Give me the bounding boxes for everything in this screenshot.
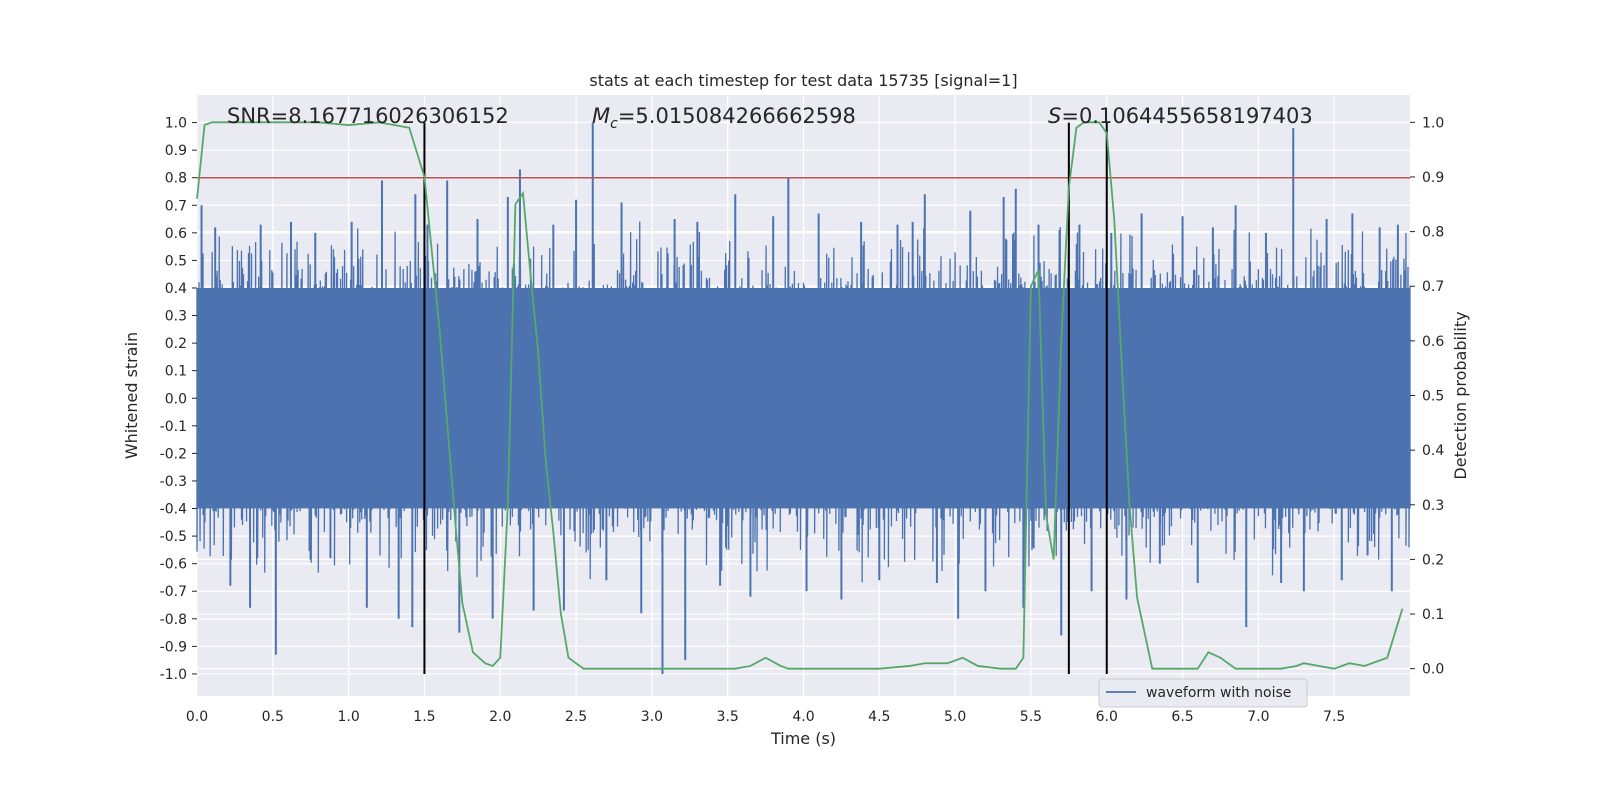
y2-tick-label: 0.2 xyxy=(1422,552,1444,568)
x-tick-label: 1.0 xyxy=(337,709,359,725)
x-tick-label: 3.5 xyxy=(717,709,739,725)
y2-tick-label: 0.1 xyxy=(1422,607,1444,623)
right-y-axis-label: Detection probability xyxy=(1451,311,1470,479)
x-tick-label: 2.0 xyxy=(489,709,511,725)
s-annotation: S=0.1064455658197403 xyxy=(1048,104,1313,128)
x-tick-label: 6.5 xyxy=(1171,709,1193,725)
y-axis-label: Whitened strain xyxy=(122,332,141,459)
mc-symbol: M xyxy=(592,104,610,128)
overlay-lines xyxy=(197,122,1410,674)
s-value: =0.1064455658197403 xyxy=(1061,104,1312,128)
x-tick-label: 6.0 xyxy=(1096,709,1118,725)
y-tick-label: 0.9 xyxy=(165,143,187,159)
y2-tick-label: 0.0 xyxy=(1422,662,1444,678)
y-tick-label: 0.6 xyxy=(165,226,187,242)
y-tick-label: 0.7 xyxy=(165,198,187,214)
y-tick-label: -0.8 xyxy=(160,612,187,628)
legend: waveform with noise xyxy=(1098,678,1308,708)
x-tick-label: 7.5 xyxy=(1323,709,1345,725)
x-axis-label: Time (s) xyxy=(770,729,836,748)
y-tick-label: -0.2 xyxy=(160,446,187,462)
mc-subscript: c xyxy=(610,116,618,132)
y-tick-label: 0.2 xyxy=(165,336,187,352)
y2-tick-label: 0.6 xyxy=(1422,334,1444,350)
y2-tick-label: 0.7 xyxy=(1422,279,1444,295)
x-tick-label: 1.5 xyxy=(413,709,435,725)
x-tick-label: 0.5 xyxy=(262,709,284,725)
y-tick-label: 0.5 xyxy=(165,253,187,269)
y-tick-label: 0.1 xyxy=(165,364,187,380)
chirp-mass-annotation: Mc=5.015084266662598 xyxy=(592,104,856,132)
y-tick-label: -1.0 xyxy=(160,667,187,683)
y-tick-label: -0.7 xyxy=(160,584,187,600)
x-tick-label: 0.0 xyxy=(186,709,208,725)
y-tick-label: -0.4 xyxy=(160,502,187,518)
y-tick-label: 0.3 xyxy=(165,309,187,325)
probability-line xyxy=(196,121,1404,670)
probability-series xyxy=(196,121,1404,670)
y-tick-label: -0.5 xyxy=(160,529,187,545)
waveform-core xyxy=(197,296,1410,500)
x-tick-label: 7.0 xyxy=(1247,709,1269,725)
y-tick-label: 0.4 xyxy=(165,281,187,297)
y-tick-label: -0.1 xyxy=(160,419,187,435)
y2-tick-label: 0.9 xyxy=(1422,170,1444,186)
y-tick-label: -0.3 xyxy=(160,474,187,490)
waveform-series xyxy=(196,122,1411,674)
snr-annotation: SNR=8.167716026306152 xyxy=(227,104,509,128)
y2-tick-label: 0.5 xyxy=(1422,389,1444,405)
legend-box xyxy=(1098,678,1308,708)
x-tick-label: 4.0 xyxy=(792,709,814,725)
x-tick-label: 2.5 xyxy=(565,709,587,725)
y2-tick-label: 0.8 xyxy=(1422,225,1444,241)
x-tick-label: 5.5 xyxy=(1020,709,1042,725)
x-tick-label: 3.0 xyxy=(641,709,663,725)
legend-label: waveform with noise xyxy=(1146,685,1291,701)
x-tick-label: 4.5 xyxy=(868,709,890,725)
chart-title: stats at each timestep for test data 157… xyxy=(589,71,1017,90)
y-tick-label: 1.0 xyxy=(165,116,187,132)
y-tick-label: -0.9 xyxy=(160,639,187,655)
tick-labels: 0.0 0.5 1.0 1.5 2.0 2.5 3.0 3.5 4.0 4.5 5.0 5.5 6.0 6… xyxy=(160,115,1445,725)
y-tick-label: 0.8 xyxy=(165,171,187,187)
y-tick-label: -0.6 xyxy=(160,557,187,573)
y2-tick-label: 1.0 xyxy=(1422,115,1444,131)
y2-tick-label: 0.4 xyxy=(1422,443,1444,459)
x-tick-label: 5.0 xyxy=(944,709,966,725)
y-tick-label: 0.0 xyxy=(165,391,187,407)
s-symbol: S xyxy=(1048,104,1061,128)
mc-value: =5.015084266662598 xyxy=(618,104,856,128)
y2-tick-label: 0.3 xyxy=(1422,498,1444,514)
